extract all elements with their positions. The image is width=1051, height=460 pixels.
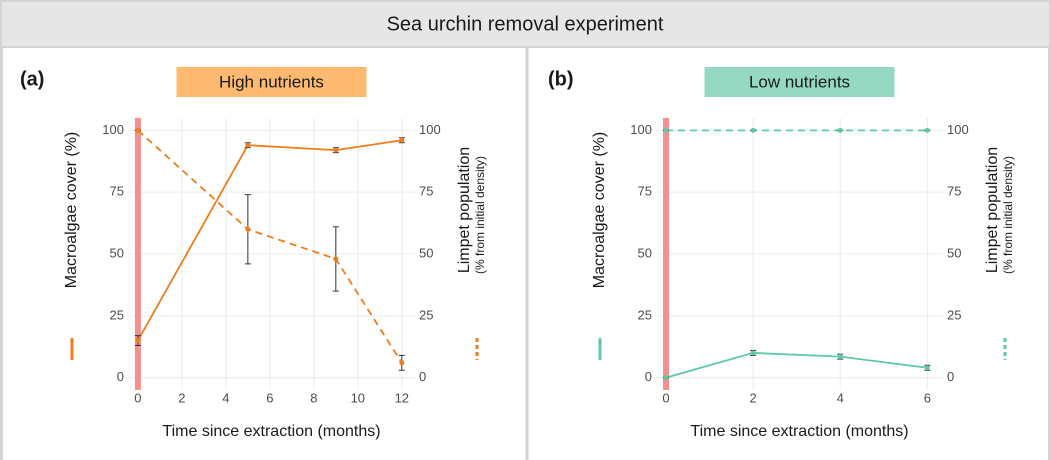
y2-axis-subtitle: (% from initial density) (1001, 156, 1015, 274)
y-tick-label: 75 (638, 184, 652, 199)
panel-tag: (a) (20, 68, 44, 90)
point (135, 338, 141, 344)
point (924, 127, 930, 133)
figure-title: Sea urchin removal experiment (387, 13, 664, 35)
x-tick-label: 4 (222, 390, 229, 405)
point (399, 137, 405, 143)
point (245, 226, 251, 232)
x-tick-label: 6 (266, 390, 273, 405)
x-tick-label: 4 (837, 390, 844, 405)
y-tick-label: 75 (110, 184, 124, 199)
point (245, 142, 251, 148)
y2-tick-label: 50 (947, 245, 961, 260)
y-tick-label: 100 (630, 122, 652, 137)
point (924, 365, 930, 371)
y2-tick-label: 100 (947, 122, 969, 137)
y2-tick-label: 100 (419, 122, 441, 137)
y-tick-label: 25 (638, 307, 652, 322)
point (333, 256, 339, 262)
point (750, 350, 756, 356)
y-tick-label: 25 (110, 307, 124, 322)
point (663, 375, 669, 381)
panel-title-box (176, 67, 367, 97)
panel-title-box (704, 67, 895, 97)
banner (0, 0, 1051, 48)
axis-title: Macroalgae cover (%) (63, 132, 80, 289)
y-tick-label: 50 (110, 245, 124, 260)
point (837, 354, 843, 360)
x-tick-label: 0 (134, 390, 141, 405)
y-tick-label: 100 (102, 122, 124, 137)
y2-tick-label: 50 (419, 245, 433, 260)
panel-title: High nutrients (219, 72, 324, 91)
point (399, 360, 405, 366)
y2-axis-subtitle: (% from initial density) (473, 156, 487, 274)
x-axis-title: Time since extraction (months) (690, 423, 908, 440)
x-tick-label: 10 (351, 390, 365, 405)
point (750, 127, 756, 133)
axis-title: Limpet population (984, 147, 1001, 273)
point (663, 127, 669, 133)
y2-tick-label: 75 (419, 184, 433, 199)
point (837, 127, 843, 133)
x-tick-label: 2 (750, 390, 757, 405)
panel-title: Low nutrients (749, 72, 850, 91)
point (135, 127, 141, 133)
series-line (665, 352, 928, 379)
y2-tick-label: 25 (419, 307, 433, 322)
axis-title: Macroalgae cover (%) (591, 132, 608, 289)
x-tick-label: 0 (662, 390, 669, 405)
series-line (137, 139, 402, 341)
y2-tick-label: 75 (947, 184, 961, 199)
y-tick-label: 0 (645, 369, 652, 384)
x-tick-label: 2 (178, 390, 185, 405)
y-tick-label: 50 (638, 245, 652, 260)
y-tick-label: 0 (117, 369, 124, 384)
y2-tick-label: 0 (419, 369, 426, 384)
point (333, 147, 339, 153)
panel-tag: (b) (548, 68, 574, 90)
x-tick-label: 6 (924, 390, 931, 405)
extraction-line (663, 118, 670, 390)
series-line (137, 129, 403, 364)
x-axis-title: Time since extraction (months) (162, 423, 380, 440)
y2-tick-label: 25 (947, 307, 961, 322)
x-tick-label: 12 (395, 390, 409, 405)
extraction-line (134, 118, 141, 390)
axis-title: Limpet population (456, 147, 473, 273)
y2-tick-label: 0 (947, 369, 954, 384)
x-tick-label: 8 (310, 390, 317, 405)
